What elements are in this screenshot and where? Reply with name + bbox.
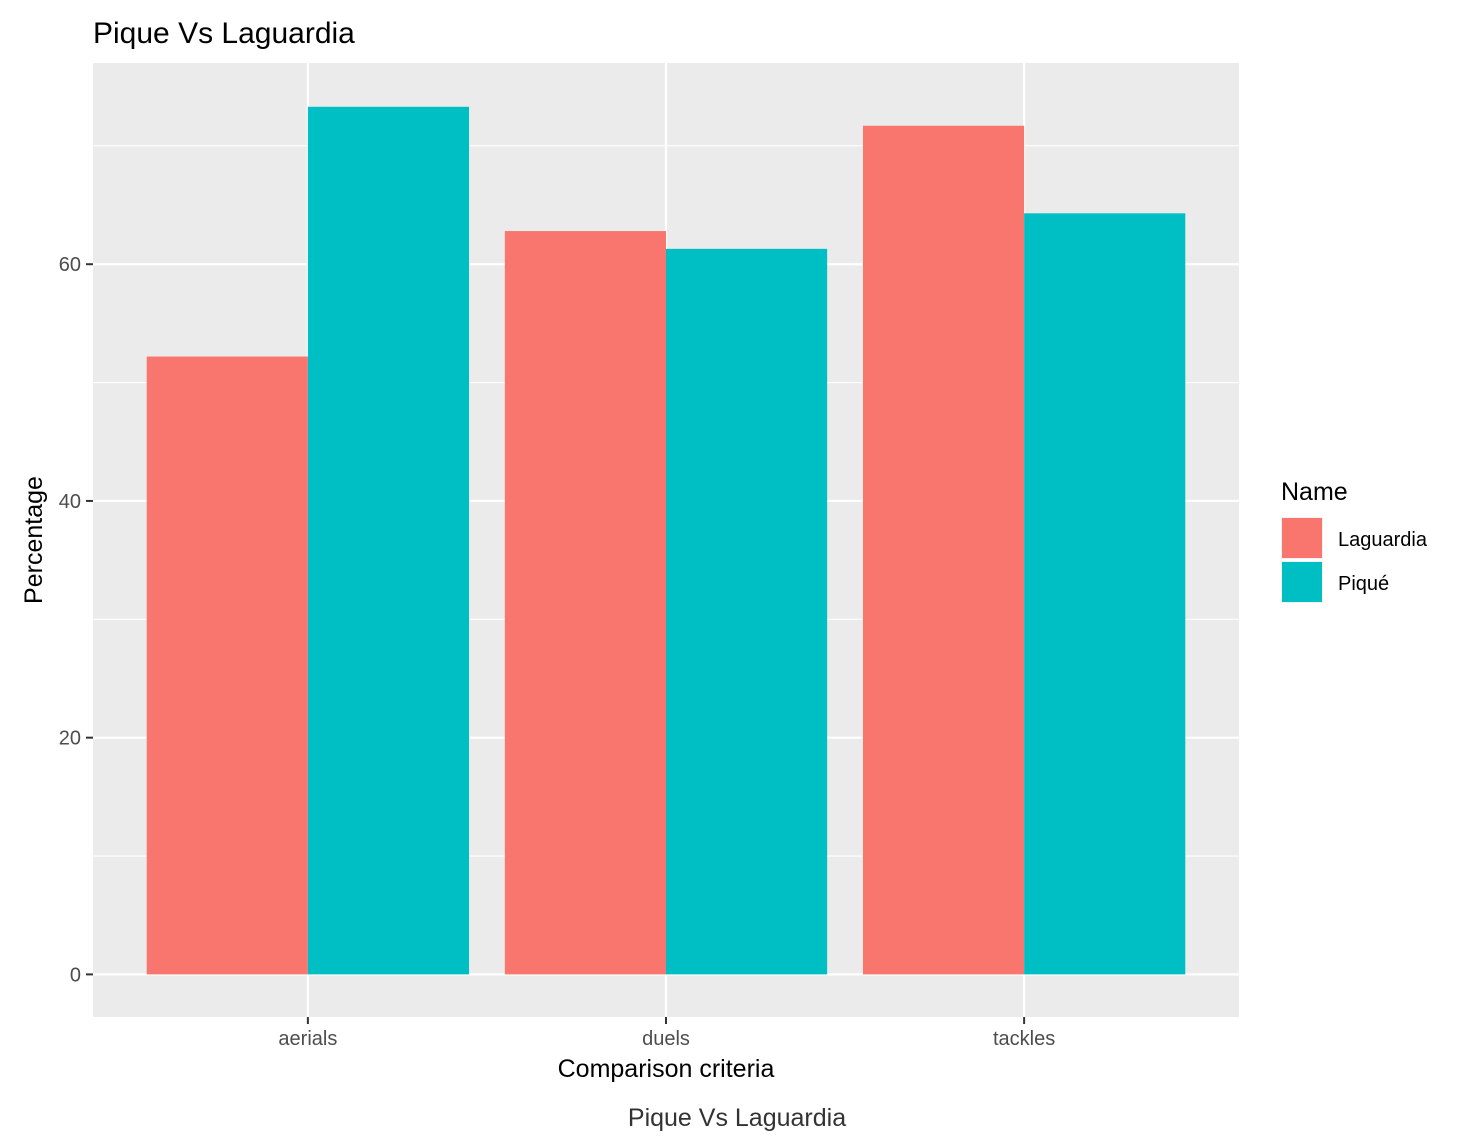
y-tick-label: 20 xyxy=(59,728,81,750)
y-tick-label: 60 xyxy=(59,254,81,276)
y-axis: 0 20 40 60 xyxy=(59,254,93,986)
x-axis-title: Comparison criteria xyxy=(558,1055,775,1083)
y-axis-title: Percentage xyxy=(20,476,48,604)
legend: Name Laguardia Piqué xyxy=(1281,478,1428,603)
chart-title: Pique Vs Laguardia xyxy=(93,17,355,50)
y-tick-label: 40 xyxy=(59,491,81,513)
bar-aerials-laguardia xyxy=(146,356,308,975)
x-tick-label: aerials xyxy=(278,1028,337,1050)
x-axis: aerials duels tackles xyxy=(278,1017,1055,1050)
bar-tackles-piqué xyxy=(1024,213,1186,975)
legend-title: Name xyxy=(1281,478,1348,506)
bars xyxy=(146,106,1186,975)
bar-tackles-laguardia xyxy=(862,125,1025,975)
y-tick-label: 0 xyxy=(70,964,81,986)
legend-items: Laguardia Piqué xyxy=(1281,517,1428,603)
legend-swatch-laguardia xyxy=(1282,518,1322,558)
chart-caption: Pique Vs Laguardia xyxy=(628,1104,846,1132)
legend-swatch-piqué xyxy=(1282,562,1322,602)
x-tick-label: tackles xyxy=(993,1028,1055,1050)
legend-label: Laguardia xyxy=(1338,529,1428,551)
legend-label: Piqué xyxy=(1338,573,1389,595)
x-tick-label: duels xyxy=(642,1028,690,1050)
bar-duels-laguardia xyxy=(504,231,666,975)
bar-aerials-piqué xyxy=(307,106,470,975)
bar-duels-piqué xyxy=(666,248,828,975)
